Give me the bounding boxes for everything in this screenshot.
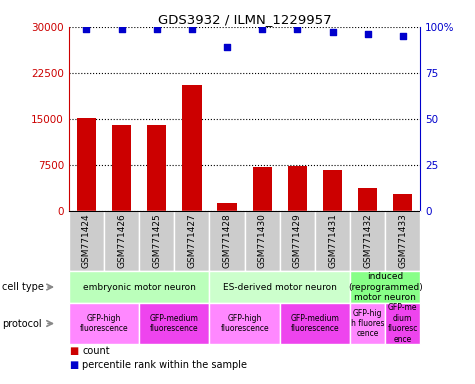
Text: GSM771424: GSM771424 (82, 214, 91, 268)
Bar (77, 118, 96, 211)
Bar (218, 203, 237, 211)
Text: GSM771431: GSM771431 (328, 214, 337, 268)
Bar (182, 85, 201, 211)
Text: GSM771425: GSM771425 (152, 214, 161, 268)
Bar (209, 303, 280, 344)
Bar (139, 303, 209, 344)
Point (83, 26, 90, 32)
Text: induced
(reprogrammed)
motor neuron: induced (reprogrammed) motor neuron (348, 272, 423, 302)
Point (364, 31, 371, 37)
Bar (358, 188, 377, 211)
Text: GSM771427: GSM771427 (188, 214, 196, 268)
Bar (104, 211, 139, 271)
Text: ES-derived motor neuron: ES-derived motor neuron (223, 283, 337, 291)
Text: protocol: protocol (2, 318, 42, 329)
Text: GFP-medium
fluorescence: GFP-medium fluorescence (291, 314, 339, 333)
Bar (280, 211, 315, 271)
Bar (139, 211, 174, 271)
Bar (209, 271, 350, 303)
Text: percentile rank within the sample: percentile rank within the sample (82, 360, 247, 370)
Text: GSM771429: GSM771429 (293, 214, 302, 268)
Bar (69, 211, 104, 271)
Bar (385, 211, 420, 271)
Point (294, 26, 301, 32)
Bar (174, 211, 209, 271)
Text: GFP-me
dium
fluoresc
ence: GFP-me dium fluoresc ence (388, 303, 418, 344)
Bar (350, 303, 385, 344)
Text: embryonic motor neuron: embryonic motor neuron (83, 283, 196, 291)
Point (153, 26, 161, 32)
Text: GSM771426: GSM771426 (117, 214, 126, 268)
Bar (147, 124, 166, 211)
Text: GFP-hig
h fluores
cence: GFP-hig h fluores cence (351, 309, 384, 338)
Text: GSM771428: GSM771428 (223, 214, 231, 268)
Bar (350, 211, 385, 271)
Text: ■: ■ (69, 360, 78, 370)
Title: GDS3932 / ILMN_1229957: GDS3932 / ILMN_1229957 (158, 13, 332, 26)
Bar (315, 211, 350, 271)
Point (223, 44, 231, 50)
Bar (245, 211, 280, 271)
Point (188, 26, 196, 32)
Text: cell type: cell type (2, 282, 44, 292)
Text: count: count (82, 346, 110, 356)
Point (329, 29, 336, 35)
Bar (385, 303, 420, 344)
Point (258, 26, 266, 32)
Bar (69, 271, 209, 303)
Point (399, 33, 407, 39)
Bar (209, 211, 245, 271)
Text: GFP-high
fluorescence: GFP-high fluorescence (220, 314, 269, 333)
Bar (323, 170, 342, 211)
Bar (112, 125, 131, 211)
Bar (280, 303, 350, 344)
Text: GSM771432: GSM771432 (363, 214, 372, 268)
Bar (288, 166, 307, 211)
Text: GSM771433: GSM771433 (399, 214, 407, 268)
Bar (350, 271, 420, 303)
Text: ■: ■ (69, 346, 78, 356)
Bar (253, 167, 272, 211)
Text: GSM771430: GSM771430 (258, 214, 266, 268)
Text: GFP-medium
fluorescence: GFP-medium fluorescence (150, 314, 199, 333)
Point (118, 26, 125, 32)
Text: GFP-high
fluorescence: GFP-high fluorescence (80, 314, 128, 333)
Bar (393, 194, 412, 211)
Bar (69, 303, 139, 344)
